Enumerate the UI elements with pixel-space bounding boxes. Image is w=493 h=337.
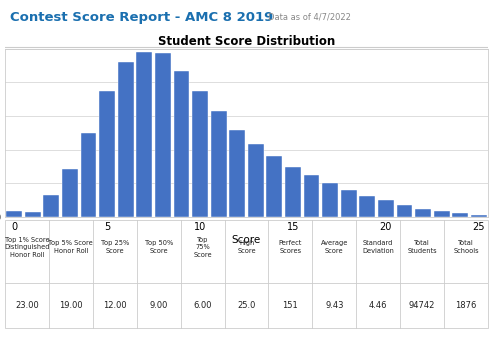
Text: High
Score: High Score <box>237 240 256 254</box>
Text: Data as of 4/7/2022: Data as of 4/7/2022 <box>268 13 351 22</box>
Bar <box>229 129 245 217</box>
Bar <box>304 175 319 217</box>
Bar <box>81 133 97 217</box>
Text: Top 5% Score
Honor Roll: Top 5% Score Honor Roll <box>48 240 93 254</box>
Text: 6.00: 6.00 <box>193 301 212 310</box>
Bar <box>434 211 450 217</box>
Bar <box>415 209 431 217</box>
Bar <box>25 212 41 217</box>
Text: 151: 151 <box>282 301 298 310</box>
Text: Total
Schools: Total Schools <box>453 240 479 254</box>
Text: Total
Students: Total Students <box>407 240 437 254</box>
Bar <box>285 167 301 217</box>
Bar <box>396 205 412 217</box>
Bar <box>137 52 152 217</box>
Bar <box>99 91 115 217</box>
Bar <box>6 211 22 217</box>
Bar <box>359 196 375 217</box>
Text: 9.43: 9.43 <box>325 301 344 310</box>
Bar <box>211 111 226 217</box>
Text: Top 25%
Score: Top 25% Score <box>101 240 129 254</box>
Text: Average
Score: Average Score <box>320 240 348 254</box>
Bar <box>62 169 78 217</box>
Bar <box>378 200 394 217</box>
Text: Perfect
Scores: Perfect Scores <box>279 240 302 254</box>
Bar <box>341 190 356 217</box>
Bar <box>452 213 468 217</box>
Bar <box>471 215 487 217</box>
Text: Top 1% Score
Distinguished
Honor Roll: Top 1% Score Distinguished Honor Roll <box>4 237 50 257</box>
Title: Student Score Distribution: Student Score Distribution <box>158 35 335 48</box>
Text: 1876: 1876 <box>456 301 477 310</box>
Text: Contest Score Report - AMC 8 2019: Contest Score Report - AMC 8 2019 <box>10 11 273 24</box>
Bar <box>192 91 208 217</box>
Text: 23.00: 23.00 <box>15 301 39 310</box>
Bar <box>155 53 171 217</box>
Text: Top
75%
Score: Top 75% Score <box>193 237 212 257</box>
Bar <box>248 144 264 217</box>
X-axis label: Score: Score <box>232 235 261 245</box>
Text: 12.00: 12.00 <box>103 301 127 310</box>
Bar <box>43 195 59 217</box>
Text: 25.0: 25.0 <box>237 301 256 310</box>
Bar <box>174 71 189 217</box>
Text: 94742: 94742 <box>409 301 435 310</box>
Text: Top 50%
Score: Top 50% Score <box>144 240 173 254</box>
Text: 19.00: 19.00 <box>59 301 83 310</box>
Bar <box>118 62 134 217</box>
Text: 4.46: 4.46 <box>369 301 387 310</box>
Text: 9.00: 9.00 <box>149 301 168 310</box>
Text: Standard
Deviation: Standard Deviation <box>362 240 394 254</box>
Bar <box>322 183 338 217</box>
Bar <box>267 156 282 217</box>
